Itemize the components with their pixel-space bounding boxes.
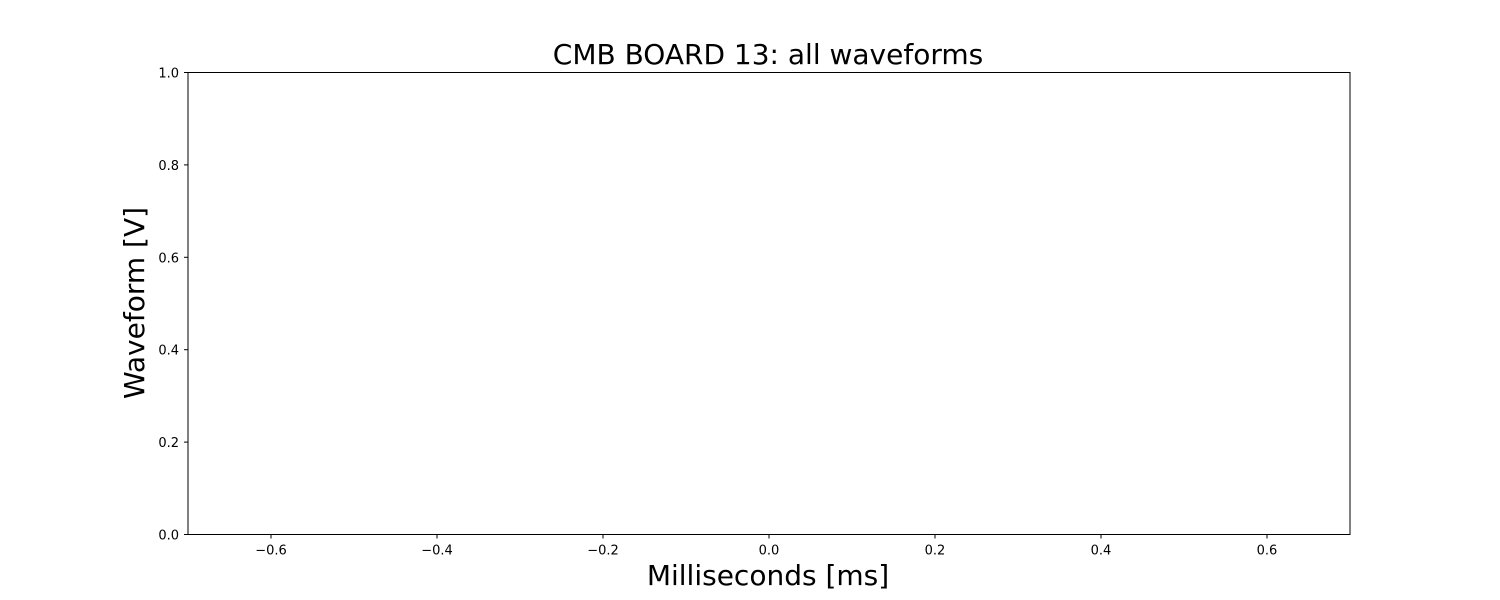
y-tick-label: 0.8: [158, 159, 179, 174]
x-tick-label: −0.6: [255, 544, 287, 559]
x-tick-label: 0.2: [925, 544, 946, 559]
x-axis-label: Milliseconds [ms]: [647, 559, 889, 592]
x-tick-label: 0.0: [759, 544, 780, 559]
x-tick-label: 0.6: [1257, 544, 1278, 559]
y-axis: 0.0 0.2 0.4 0.6 0.8 1.0: [158, 67, 188, 544]
chart-title: CMB BOARD 13: all waveforms: [553, 38, 983, 71]
y-axis-label: Waveform [V]: [118, 207, 151, 399]
x-tick-label: 0.4: [1091, 544, 1112, 559]
y-tick-label: 0.2: [158, 436, 179, 451]
y-tick-label: 0.0: [158, 529, 179, 544]
y-tick-label: 0.4: [158, 344, 179, 359]
y-tick-label: 1.0: [158, 67, 179, 82]
x-tick-label: −0.4: [421, 544, 453, 559]
x-tick-label: −0.2: [587, 544, 619, 559]
x-axis: −0.6 −0.4 −0.2 0.0 0.2 0.4 0.6: [255, 534, 1278, 559]
y-tick-label: 0.6: [158, 251, 179, 266]
